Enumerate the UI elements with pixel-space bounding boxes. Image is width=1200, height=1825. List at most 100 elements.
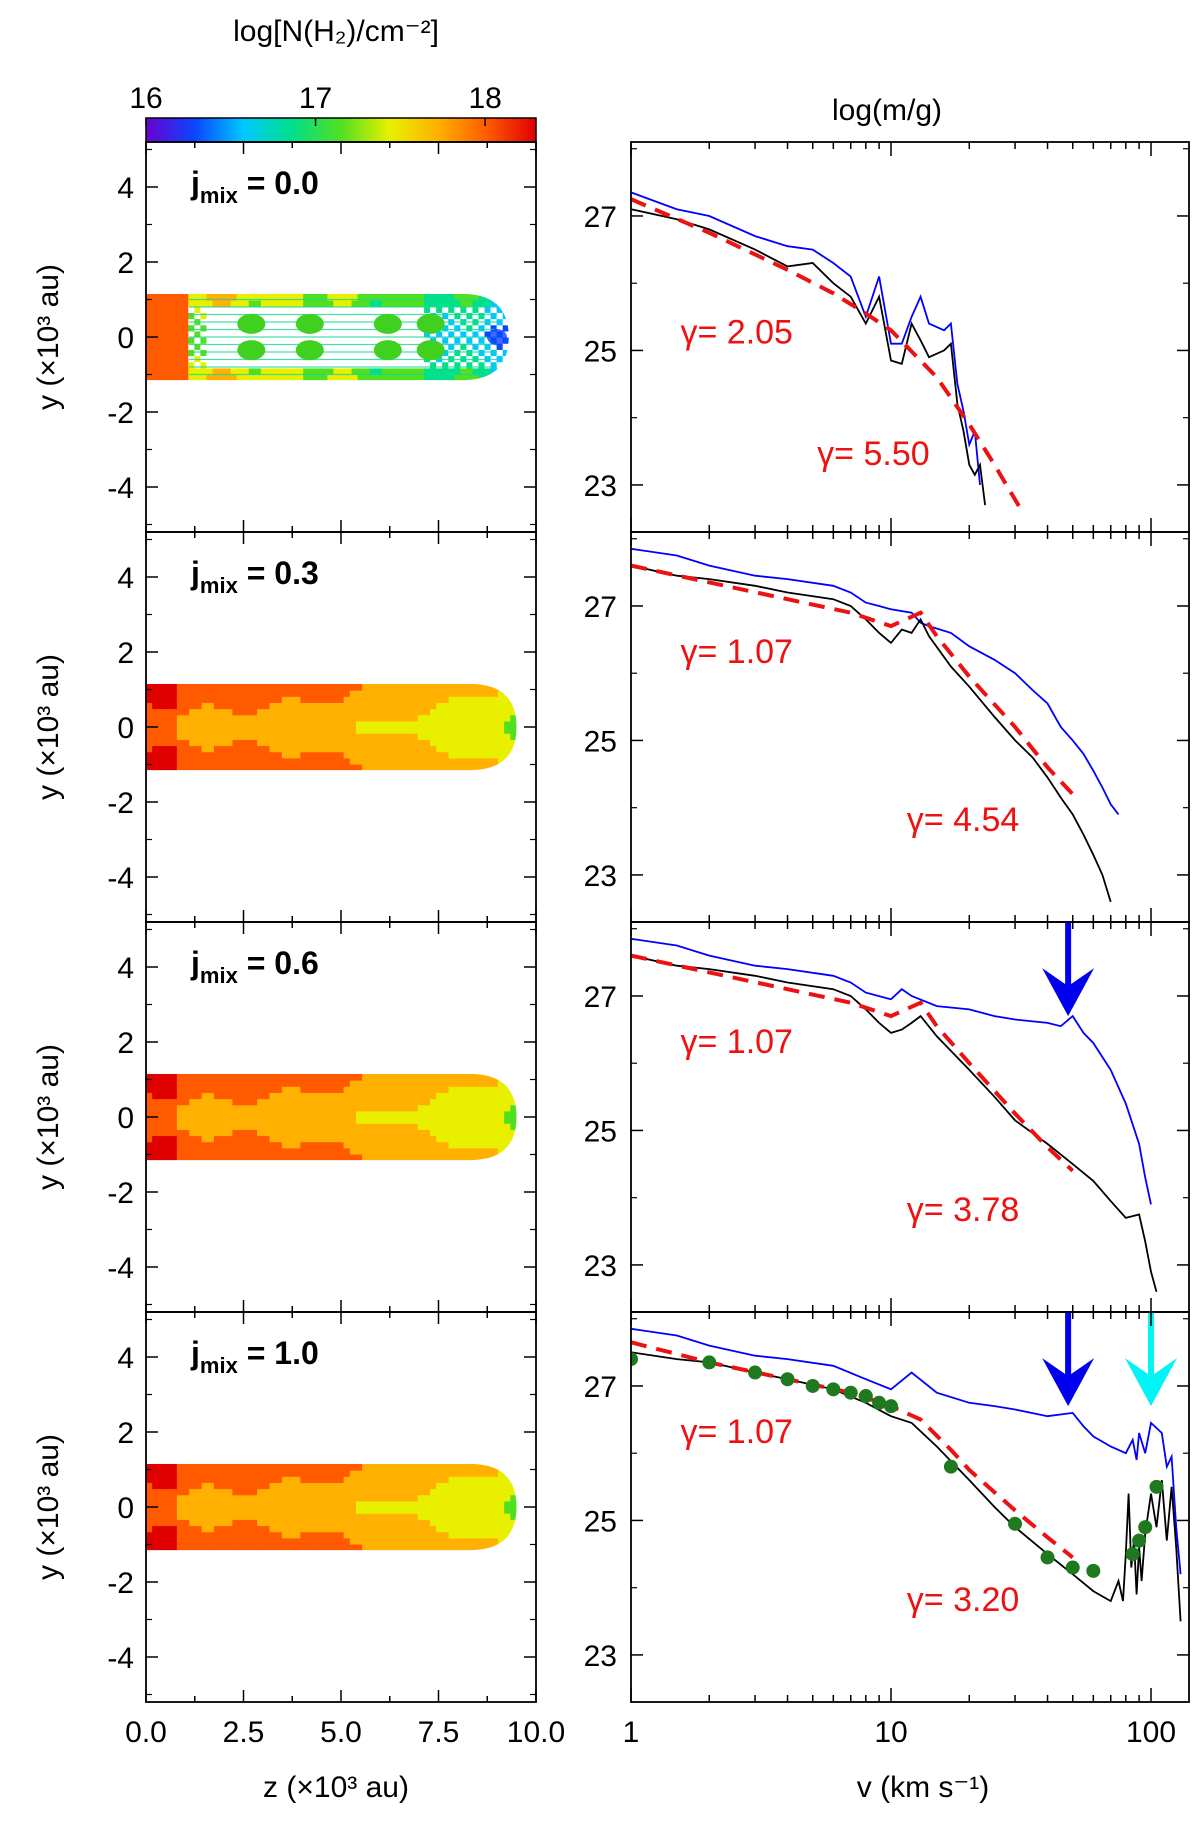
data-point [631, 1352, 638, 1367]
spectrum-panel: 27 25 23 γ= 1.07 γ= 3.20 [584, 1311, 1190, 1703]
map-ylabel: y (×10³ au) [32, 654, 65, 800]
series-blue-line [631, 937, 1152, 1205]
y-tick-label: 23 [584, 470, 617, 503]
map-panel: 4 2 0 -2 -4 jmix = 1.0 y (×10³ au) [32, 1311, 537, 1703]
spectrum-x-tick-label: 100 [1126, 1716, 1176, 1749]
powerlaw-fit-line [631, 953, 1075, 1173]
y-tick-label: -4 [107, 1642, 134, 1675]
gamma-label: γ= 1.07 [680, 1413, 792, 1451]
jmix-value: = 0.3 [238, 555, 319, 591]
y-tick-label: -2 [107, 1567, 134, 1600]
y-tick-label: 0 [117, 322, 134, 355]
jmix-symbol: j [190, 1335, 200, 1371]
y-tick-label: -2 [107, 397, 134, 430]
data-point [1008, 1516, 1023, 1531]
gamma-label: γ= 1.07 [680, 633, 792, 671]
data-point [884, 1399, 899, 1414]
y-tick-label: 2 [117, 247, 134, 280]
spectrum-x-tick-label: 1 [623, 1716, 640, 1749]
y-tick-label: 27 [584, 201, 617, 234]
colorbar-ticks [145, 118, 486, 126]
jmix-value: = 0.0 [238, 165, 319, 201]
map-x-tick-label: 10.0 [507, 1716, 565, 1749]
y-tick-label: 25 [584, 1115, 617, 1148]
colorbar-gradient [145, 117, 537, 143]
gamma-label: γ= 1.07 [680, 1023, 792, 1061]
y-tick-label: -4 [107, 472, 134, 505]
spectrum-frame [630, 1311, 1190, 1703]
jmix-label: jmix = 0.3 [190, 555, 319, 598]
data-point [943, 1459, 958, 1474]
jmix-value: = 1.0 [238, 1335, 319, 1371]
y-tick-label: 0 [117, 1102, 134, 1135]
map-image [146, 1073, 517, 1161]
y-tick-label: 2 [117, 637, 134, 670]
spectrum-frame [630, 921, 1190, 1313]
y-tick-label: -2 [107, 787, 134, 820]
map-panel: 4 2 0 -2 -4 jmix = 0.6 y (×10³ au) [32, 921, 537, 1313]
jmix-value: = 0.6 [238, 945, 319, 981]
map-ylabel: y (×10³ au) [32, 264, 65, 410]
spectrum-frame [630, 531, 1190, 923]
jmix-symbol: j [190, 945, 200, 981]
colorbar-tick-label: 16 [129, 82, 162, 115]
powerlaw-fit-line [631, 563, 1075, 796]
gamma-label: γ= 2.05 [680, 314, 792, 352]
data-point [748, 1365, 763, 1380]
data-point [780, 1372, 795, 1387]
gamma-label: γ= 5.50 [817, 435, 929, 473]
jmix-subscript: mix [200, 963, 239, 988]
jmix-label: jmix = 0.0 [190, 165, 319, 208]
y-tick-label: 4 [117, 562, 134, 595]
map-x-tick-label: 2.5 [223, 1716, 265, 1749]
cyan-arrow-icon [1125, 1312, 1178, 1407]
series-black-line [631, 954, 1158, 1293]
spectrum-panel: 27 25 23 γ= 1.07 γ= 4.54 [584, 531, 1190, 923]
series-blue-line [631, 1327, 1182, 1575]
gamma-label: γ= 3.78 [907, 1191, 1019, 1229]
data-point [843, 1385, 858, 1400]
y-tick-label: 23 [584, 1250, 617, 1283]
y-tick-label: 23 [584, 1640, 617, 1673]
data-point [1138, 1520, 1153, 1535]
data-point [1132, 1533, 1147, 1548]
y-tick-label: 0 [117, 712, 134, 745]
blue-arrow-icon [1042, 922, 1095, 1017]
y-tick-label: 2 [117, 1417, 134, 1450]
map-panel: 4 2 0 -2 -4 jmix = 0.0 y (×10³ au) [32, 141, 537, 533]
mass-velocity-spectra: 27 25 23 γ= 2.05 γ= 5.50 27 25 23 γ= 1.07 γ= 4.54… [584, 141, 1190, 1749]
map-image [146, 683, 517, 771]
jmix-label: jmix = 1.0 [190, 1335, 319, 1378]
y-tick-label: 4 [117, 1342, 134, 1375]
jmix-subscript: mix [200, 1353, 239, 1378]
data-point [805, 1378, 820, 1393]
y-tick-label: -4 [107, 1252, 134, 1285]
data-point [1086, 1563, 1101, 1578]
spectrum-panel: 27 25 23 γ= 1.07 γ= 3.78 [584, 921, 1190, 1313]
jmix-label: jmix = 0.6 [190, 945, 319, 988]
map-ylabel: y (×10³ au) [32, 1044, 65, 1190]
y-tick-label: 27 [584, 1371, 617, 1404]
y-tick-label: 27 [584, 981, 617, 1014]
jmix-subscript: mix [200, 183, 239, 208]
spectrum-x-tick-label: 10 [874, 1716, 907, 1749]
series-black-line [631, 208, 986, 506]
colorbar-tick-label: 17 [299, 82, 332, 115]
map-x-tick-label: 0.0 [125, 1716, 167, 1749]
data-point [1065, 1560, 1080, 1575]
series-blue-line [631, 191, 981, 485]
mass-spectrum-title: log(m/g) [832, 94, 942, 127]
data-point [1149, 1479, 1164, 1494]
y-tick-label: -2 [107, 1177, 134, 1210]
data-point [872, 1395, 887, 1410]
map-ylabel: y (×10³ au) [32, 1434, 65, 1580]
jmix-subscript: mix [200, 573, 239, 598]
y-tick-label: 2 [117, 1027, 134, 1060]
data-point [1040, 1550, 1055, 1565]
y-tick-label: -4 [107, 862, 134, 895]
map-image [146, 1463, 517, 1551]
spectra-xlabel: v (km s⁻¹) [857, 1771, 989, 1804]
map-x-tick-label: 5.0 [320, 1716, 362, 1749]
